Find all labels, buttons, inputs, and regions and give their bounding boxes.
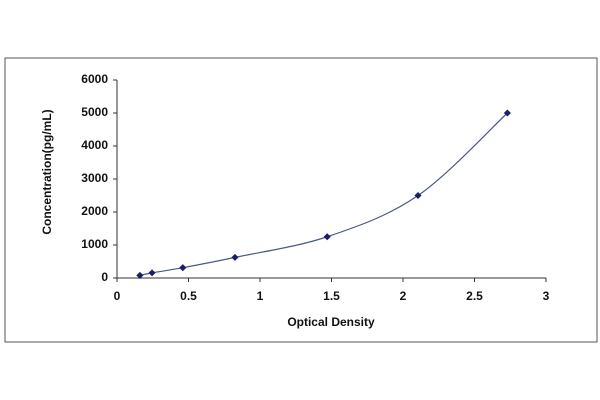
y-tick-label: 3000 [81, 171, 108, 185]
chart-frame [4, 57, 598, 343]
x-tick-label: 1.5 [323, 289, 340, 303]
x-tick-label: 0 [114, 289, 121, 303]
y-tick-label: 1000 [81, 237, 108, 251]
data-point [503, 109, 511, 117]
x-tick-label: 3 [543, 289, 550, 303]
y-tick-label: 0 [101, 270, 108, 284]
x-axis-label: Optical Density [287, 315, 375, 329]
data-point [414, 191, 422, 200]
y-axis-label: Concentration(pg/mL) [40, 109, 54, 234]
y-tick-label: 2000 [81, 204, 108, 218]
y-tick-label: 4000 [81, 138, 108, 152]
data-point [179, 264, 187, 272]
data-point [323, 233, 331, 241]
data-point [148, 269, 156, 277]
data-point [231, 253, 239, 261]
x-tick-label: 1 [257, 289, 264, 303]
x-tick-label: 2.5 [466, 289, 483, 303]
y-tick-label: 5000 [81, 105, 108, 119]
y-tick-label: 6000 [81, 72, 108, 86]
x-tick-label: 2 [400, 289, 407, 303]
data-point [136, 271, 144, 279]
x-tick-label: 0.5 [180, 289, 197, 303]
